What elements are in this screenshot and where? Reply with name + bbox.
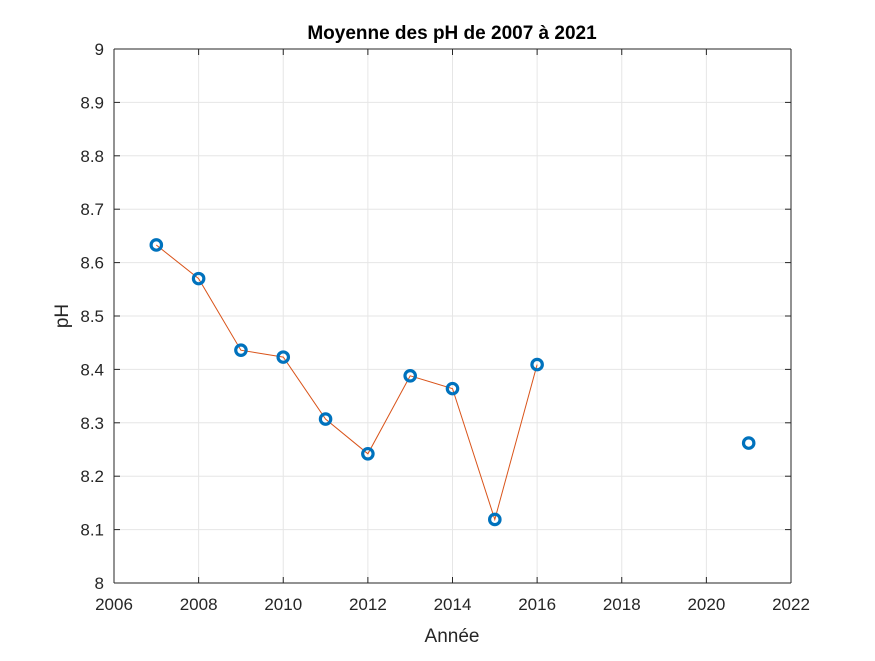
ph-data-point: [530, 357, 544, 372]
x-tick-label: 2012: [349, 595, 387, 614]
ph-data-point: [318, 412, 333, 426]
ph-data-point: [234, 343, 248, 357]
y-tick-label: 8.5: [80, 307, 104, 326]
axes: [113, 48, 792, 584]
x-tick-label: 2008: [180, 595, 218, 614]
chart-title: Moyenne des pH de 2007 à 2021: [307, 23, 597, 44]
x-tick-label: 2020: [687, 595, 725, 614]
ph-data-point: [488, 512, 502, 527]
x-tick-label: 2014: [434, 595, 472, 614]
ph-data-point: [741, 436, 756, 450]
y-tick-label: 8.2: [80, 467, 104, 486]
x-tick-label: 2010: [264, 595, 302, 614]
y-tick-label: 8.7: [80, 200, 104, 219]
x-tick-label: 2006: [95, 595, 133, 614]
ph-data-point: [149, 238, 164, 252]
ph-data-point: [361, 446, 375, 461]
y-tick-label: 8.4: [80, 360, 104, 379]
y-tick-label: 8.1: [80, 521, 104, 540]
y-tick-label: 8.9: [80, 93, 104, 112]
data-series: [149, 238, 756, 527]
y-axis-title: pH: [52, 304, 73, 328]
ph-data-point: [191, 271, 206, 286]
ph-data-point: [276, 350, 291, 364]
x-tick-label: 2018: [603, 595, 641, 614]
ph-series-line: [155, 244, 538, 522]
y-tick-label: 9: [95, 40, 104, 59]
x-axis-title: Année: [425, 626, 480, 647]
y-tick-label: 8.6: [80, 254, 104, 273]
ph-data-point: [403, 369, 417, 383]
x-tick-label: 2022: [772, 595, 810, 614]
y-tick-label: 8.3: [80, 414, 104, 433]
x-tick-label: 2016: [518, 595, 556, 614]
y-tick-label: 8.8: [80, 147, 104, 166]
y-tick-label: 8: [95, 574, 104, 593]
ph-data-point: [445, 381, 460, 396]
tick-labels: 2006 2008 2010 2012 2014 2016 2018 2020 2022 8 8.1…: [80, 40, 810, 614]
